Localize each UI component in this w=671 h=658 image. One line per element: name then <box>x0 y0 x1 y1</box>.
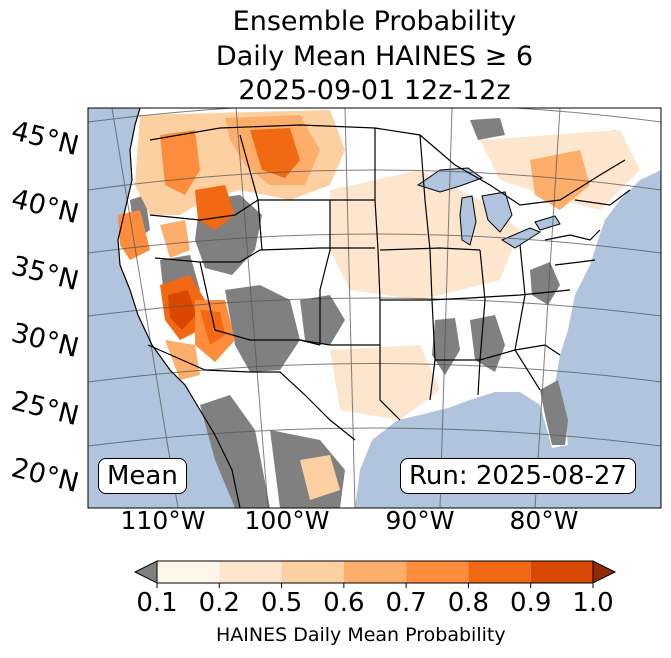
colorbar-frame <box>156 560 594 584</box>
colorbar-label: HAINES Daily Mean Probability <box>216 624 506 646</box>
colorbar-tick-label: 0.6 <box>323 588 365 618</box>
lake-erie <box>500 227 542 249</box>
colorbar-tick-label: 1.0 <box>572 588 614 618</box>
colorbar-over-arrow <box>592 560 617 584</box>
lon-label-100w: 100°W <box>244 506 330 535</box>
colorbar-bin <box>343 561 407 583</box>
title-line-3: 2025-09-01 12z-12z <box>238 75 511 106</box>
title-line-1: Ensemble Probability <box>232 6 517 37</box>
lake-ontario <box>534 215 561 231</box>
great-lakes <box>416 167 561 249</box>
colorbar-under-arrow <box>133 560 158 584</box>
run-date-box: Run: 2025-08-27 <box>400 458 636 494</box>
lon-label-110w: 110°W <box>120 506 206 535</box>
lon-label-80w: 80°W <box>509 506 579 535</box>
canada-border <box>149 124 626 206</box>
colorbar-tick-label: 0.7 <box>385 588 427 618</box>
map-panel <box>87 107 662 509</box>
lon-label-90w: 90°W <box>385 506 455 535</box>
title-line-2: Daily Mean HAINES ≥ 6 <box>215 41 534 72</box>
colorbar-tick-label: 0.8 <box>447 588 490 618</box>
graticule <box>88 108 661 508</box>
mexico-border <box>147 344 356 441</box>
colorbar-bin <box>219 561 282 583</box>
boundaries <box>117 108 631 508</box>
colorbar-tick-label: 0.9 <box>510 588 552 618</box>
colorbar-bin <box>530 561 593 583</box>
colorbar-bin <box>157 561 220 583</box>
colorbar-tick-label: 0.5 <box>260 588 303 618</box>
colorbar-bin <box>468 561 531 583</box>
statistic-box: Mean <box>98 458 187 494</box>
colorbar-tick-label: 0.2 <box>198 588 240 618</box>
lake-michigan <box>459 195 477 246</box>
colorbar-tick-label: 0.1 <box>136 588 178 618</box>
colorbar-bin <box>281 561 344 583</box>
colorbar-bin <box>406 561 469 583</box>
coastline <box>117 108 241 508</box>
